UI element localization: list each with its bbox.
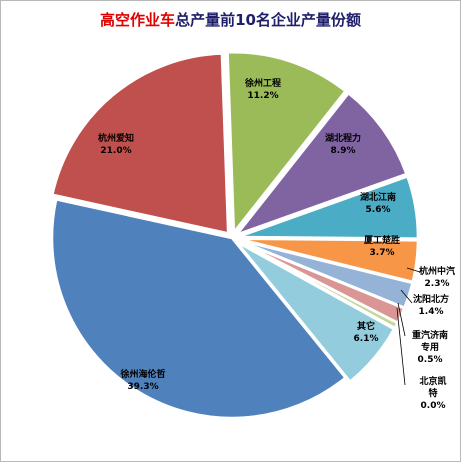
chart-title: 高空作业车总产量前10名企业产量份额 (1, 9, 460, 30)
pie-slice-杭州爱知 (50, 52, 230, 235)
slice-value-重汽济南专用: 0.5% (418, 355, 443, 365)
slice-name-北京凯特-part0: 北京凯 (419, 375, 446, 387)
slice-label-徐州工程: 徐州工程 11.2% (244, 77, 281, 101)
slice-name-湖北江南: 湖北江南 (360, 191, 396, 203)
leader-line-沈阳北方 (400, 289, 413, 304)
slice-label-重汽济南专用: 重汽济南专用 0.5% (412, 329, 448, 365)
slice-value-沈阳北方: 1.4% (419, 307, 444, 317)
slice-label-湖北程力: 湖北程力 8.9% (325, 132, 361, 156)
slice-label-厦工楚胜: 厦工楚胜 3.7% (364, 234, 400, 258)
slice-name-湖北程力: 湖北程力 (325, 132, 361, 144)
slice-name-杭州爱知: 杭州爱知 (98, 132, 134, 144)
slice-label-徐州海伦哲: 徐州海伦哲 39.3% (119, 368, 165, 392)
slice-name-徐州海伦哲: 徐州海伦哲 (119, 368, 165, 380)
pie-slice-湖北程力 (233, 91, 409, 238)
pie-slice-徐州海伦哲 (50, 197, 348, 420)
slice-label-沈阳北方: 沈阳北方 1.4% (413, 293, 449, 317)
slice-value-杭州爱知: 21.0% (100, 146, 131, 156)
slice-value-杭州中汽: 2.3% (425, 279, 450, 289)
pie-slice-其它 (235, 240, 396, 384)
leader-line-北京凯特 (396, 307, 406, 386)
slice-name-其它: 其它 (357, 320, 375, 332)
slice-name-厦工楚胜: 厦工楚胜 (364, 234, 400, 246)
pie-slice-湖北江南 (237, 174, 420, 240)
chart-title-rest: 总产量前10名企业产量份额 (175, 11, 361, 29)
leader-line-重汽济南专用 (397, 302, 406, 337)
slice-label-杭州爱知: 杭州爱知 21.0% (98, 132, 134, 156)
slice-name-重汽济南专用-part1: 专用 (421, 341, 439, 353)
slice-label-杭州中汽: 杭州中汽 2.3% (419, 265, 455, 289)
slice-label-其它: 其它 6.1% (354, 320, 379, 344)
slice-value-北京凯特: 0.0% (421, 401, 446, 411)
slice-value-厦工楚胜: 3.7% (370, 248, 395, 258)
slice-name-徐州工程: 徐州工程 (244, 77, 281, 89)
slice-name-沈阳北方: 沈阳北方 (413, 293, 449, 305)
chart-title-highlight: 高空作业车 (100, 11, 176, 29)
slice-label-湖北江南: 湖北江南 5.6% (360, 191, 396, 215)
slice-value-其它: 6.1% (354, 334, 379, 344)
leader-line-杭州中汽 (406, 267, 421, 273)
slice-name-重汽济南专用-part0: 重汽济南 (412, 329, 448, 341)
slice-name-杭州中汽: 杭州中汽 (419, 265, 455, 277)
slice-value-湖北程力: 8.9% (331, 146, 356, 156)
slice-value-湖北江南: 5.6% (366, 205, 391, 215)
slice-value-徐州工程: 11.2% (247, 91, 278, 101)
slice-name-北京凯特-part1: 特 (428, 387, 437, 399)
pie-slice-徐州工程 (226, 51, 348, 236)
slice-label-北京凯特: 北京凯特 0.0% (419, 375, 446, 411)
slice-value-徐州海伦哲: 39.3% (127, 382, 158, 392)
